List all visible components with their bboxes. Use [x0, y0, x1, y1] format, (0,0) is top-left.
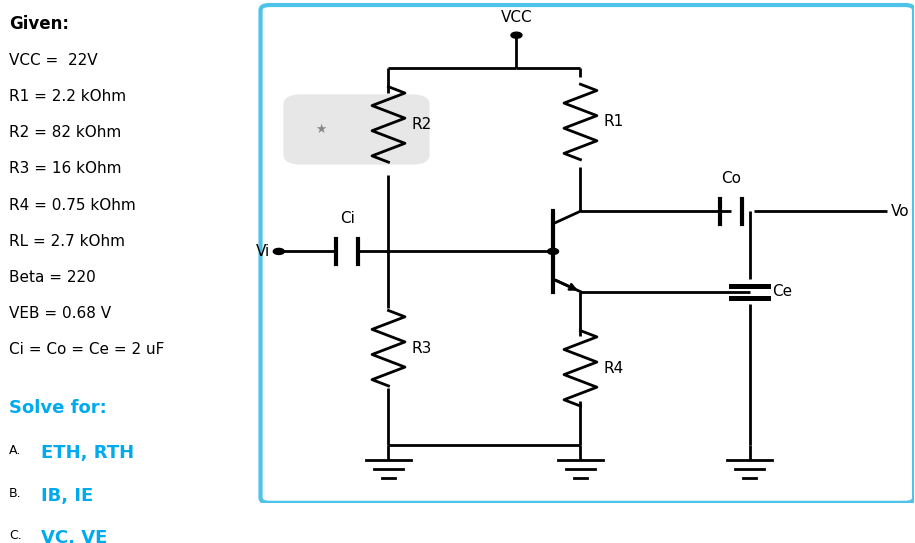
- Text: Solve for:: Solve for:: [9, 399, 107, 416]
- Text: IB, IE: IB, IE: [41, 487, 93, 505]
- Text: R2: R2: [412, 117, 432, 132]
- Circle shape: [511, 32, 522, 38]
- Text: Ci: Ci: [339, 211, 355, 226]
- Text: R2 = 82 kOhm: R2 = 82 kOhm: [9, 125, 122, 140]
- Text: R3: R3: [412, 340, 432, 356]
- Text: VCC: VCC: [501, 10, 533, 25]
- Circle shape: [547, 248, 558, 255]
- Text: R4: R4: [603, 361, 623, 376]
- Text: Ci = Co = Ce = 2 uF: Ci = Co = Ce = 2 uF: [9, 343, 165, 357]
- Text: R1: R1: [603, 115, 623, 129]
- Text: A.: A.: [9, 444, 21, 457]
- Text: Given:: Given:: [9, 15, 70, 33]
- Text: Co: Co: [721, 171, 741, 186]
- Text: R3 = 16 kOhm: R3 = 16 kOhm: [9, 161, 122, 176]
- Text: R1 = 2.2 kOhm: R1 = 2.2 kOhm: [9, 89, 126, 104]
- Text: R4 = 0.75 kOhm: R4 = 0.75 kOhm: [9, 198, 136, 213]
- Text: Ce: Ce: [772, 284, 792, 299]
- Text: Vo: Vo: [891, 204, 910, 219]
- FancyBboxPatch shape: [261, 5, 914, 503]
- Text: ETH, RTH: ETH, RTH: [41, 444, 135, 462]
- Text: C.: C.: [9, 529, 22, 542]
- Text: VCC =  22V: VCC = 22V: [9, 53, 98, 68]
- Circle shape: [274, 248, 285, 255]
- Text: Vi: Vi: [255, 244, 270, 259]
- FancyBboxPatch shape: [284, 94, 430, 165]
- Text: Beta = 220: Beta = 220: [9, 270, 96, 285]
- Text: B.: B.: [9, 487, 22, 500]
- Text: RL = 2.7 kOhm: RL = 2.7 kOhm: [9, 234, 125, 249]
- Text: VC, VE: VC, VE: [41, 529, 107, 543]
- Text: ★: ★: [316, 123, 327, 136]
- Text: VEB = 0.68 V: VEB = 0.68 V: [9, 306, 112, 321]
